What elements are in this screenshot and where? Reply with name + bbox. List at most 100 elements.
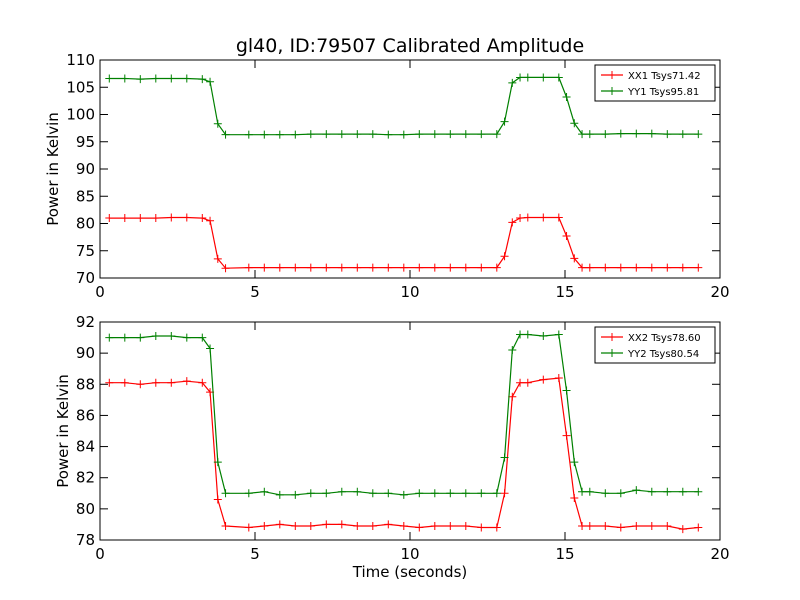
data-point — [601, 489, 610, 498]
legend-marker — [608, 87, 616, 95]
data-point — [430, 263, 439, 272]
data-point — [368, 263, 377, 272]
legend-label: XX1 Tsys71.42 — [628, 71, 701, 82]
data-point — [306, 263, 315, 272]
data-point — [678, 263, 687, 272]
data-point — [601, 263, 610, 272]
data-point — [663, 521, 672, 530]
data-point — [322, 489, 331, 498]
legend-label: YY2 Tsys80.54 — [627, 349, 699, 360]
x-tick-label: 0 — [95, 283, 105, 301]
data-point — [678, 130, 687, 139]
data-point — [105, 214, 114, 223]
data-point — [244, 263, 253, 272]
data-point — [151, 332, 160, 341]
chart-title: gl40, ID:79507 Calibrated Amplitude — [236, 35, 584, 57]
data-point — [415, 489, 424, 498]
data-point — [275, 130, 284, 139]
data-point — [492, 489, 501, 498]
data-point — [554, 374, 563, 383]
data-point — [136, 380, 145, 389]
data-point — [516, 73, 525, 82]
data-point — [570, 493, 579, 502]
data-point — [213, 119, 222, 128]
data-point — [430, 521, 439, 530]
data-point — [120, 214, 129, 223]
legend-marker — [608, 333, 616, 341]
data-point — [368, 489, 377, 498]
data-point — [384, 520, 393, 529]
data-point — [260, 487, 269, 496]
data-point — [275, 490, 284, 499]
legend-marker — [608, 349, 616, 357]
data-point — [678, 487, 687, 496]
x-tick-label: 5 — [250, 545, 260, 563]
data-point — [461, 489, 470, 498]
data-point — [353, 263, 362, 272]
legend: XX2 Tsys78.60 YY2 Tsys80.54 — [594, 326, 716, 364]
y-tick-label: 100 — [66, 106, 95, 124]
data-point — [523, 378, 532, 387]
data-point — [694, 487, 703, 496]
data-point — [291, 521, 300, 530]
y-tick-label: 86 — [76, 406, 95, 424]
data-point — [384, 130, 393, 139]
data-point — [182, 377, 191, 386]
x-axis-label: Time (seconds) — [352, 563, 468, 581]
data-point — [523, 213, 532, 222]
data-point — [446, 263, 455, 272]
panel-2: 0 5 10 15 20 78 80 82 84 86 88 90 92 Power in Kelvin T… — [54, 313, 730, 581]
data-point — [616, 129, 625, 138]
data-point — [461, 130, 470, 139]
data-point — [244, 130, 253, 139]
data-point — [198, 333, 207, 342]
data-point — [508, 392, 517, 401]
data-point — [151, 74, 160, 83]
data-point — [570, 458, 579, 467]
data-point — [221, 521, 230, 530]
data-point — [446, 521, 455, 530]
data-point — [384, 263, 393, 272]
data-point — [694, 263, 703, 272]
data-point — [105, 333, 114, 342]
data-point — [120, 333, 129, 342]
legend-marker — [608, 71, 616, 79]
data-point — [562, 386, 571, 395]
data-point — [539, 332, 548, 341]
data-point — [415, 263, 424, 272]
x-tick-label: 0 — [95, 545, 105, 563]
data-point — [206, 77, 215, 86]
y-tick-label: 80 — [76, 500, 95, 518]
data-point — [492, 130, 501, 139]
data-point — [663, 487, 672, 496]
data-point — [539, 73, 548, 82]
data-point — [585, 263, 594, 272]
data-point — [500, 489, 509, 498]
data-point — [198, 75, 207, 84]
data-point — [523, 330, 532, 339]
data-point — [647, 487, 656, 496]
data-point — [694, 130, 703, 139]
data-point — [105, 378, 114, 387]
data-point — [244, 523, 253, 532]
y-tick-label: 92 — [76, 313, 95, 331]
data-point — [399, 130, 408, 139]
data-point — [337, 520, 346, 529]
data-point — [578, 130, 587, 139]
data-point — [167, 378, 176, 387]
data-point — [647, 521, 656, 530]
data-point — [221, 130, 230, 139]
data-point — [554, 330, 563, 339]
data-point — [585, 487, 594, 496]
legend-label: YY1 Tsys95.81 — [627, 87, 699, 98]
data-point — [337, 263, 346, 272]
y-tick-label: 90 — [76, 344, 95, 362]
y-tick-label: 85 — [76, 187, 95, 205]
x-tick-label: 20 — [710, 545, 729, 563]
panel-1: 0 5 10 15 20 70 75 80 85 90 95 100 105 110 Power in Ke… — [44, 51, 730, 301]
y-tick-label: 84 — [76, 438, 95, 456]
data-point — [322, 263, 331, 272]
data-point — [221, 264, 230, 273]
x-tick-label: 20 — [710, 283, 729, 301]
